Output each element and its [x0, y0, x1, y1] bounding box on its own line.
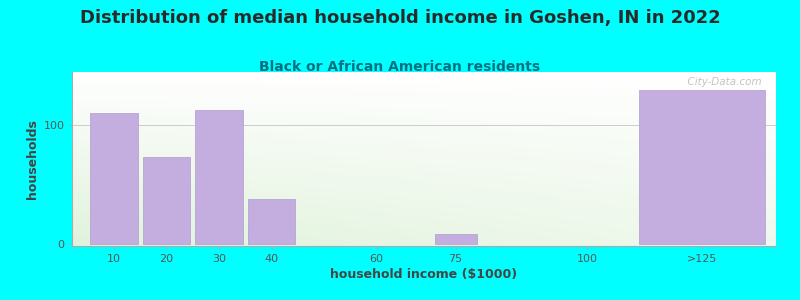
Text: Distribution of median household income in Goshen, IN in 2022: Distribution of median household income …	[80, 9, 720, 27]
Bar	[639, 90, 766, 244]
Bar	[248, 199, 295, 244]
Text: City-Data.com: City-Data.com	[682, 77, 762, 87]
Bar	[195, 110, 242, 244]
Bar	[143, 157, 190, 244]
Bar	[90, 113, 138, 244]
X-axis label: household income ($1000): household income ($1000)	[330, 268, 518, 281]
Text: Black or African American residents: Black or African American residents	[259, 60, 541, 74]
Bar	[434, 234, 477, 244]
Y-axis label: households: households	[26, 119, 39, 199]
